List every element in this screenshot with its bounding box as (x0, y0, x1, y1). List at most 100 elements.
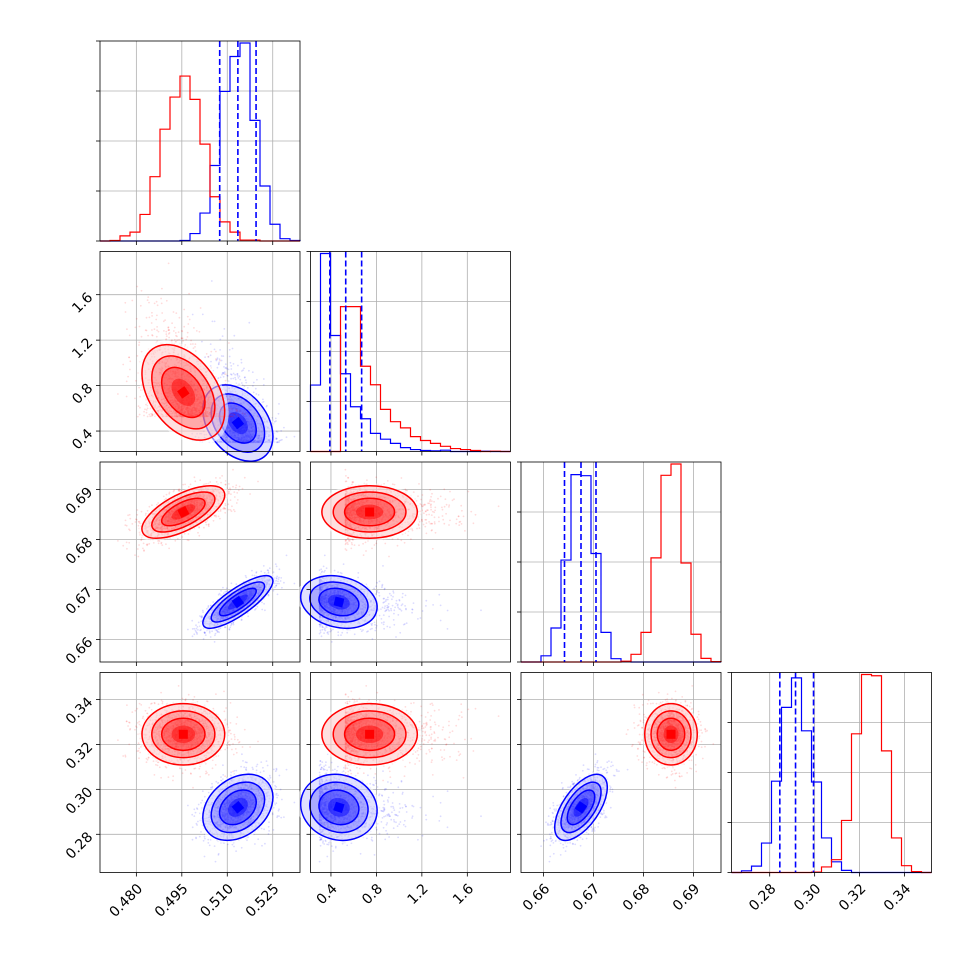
scatter-point (178, 338, 180, 341)
scatter-point (219, 338, 222, 341)
scatter-point (173, 338, 176, 341)
scatter-point (234, 408, 237, 411)
scatter-point (186, 315, 189, 318)
scatter-point (230, 412, 232, 415)
scatter-point (172, 311, 175, 313)
scatter-point (255, 607, 257, 610)
scatter-point (172, 330, 175, 332)
scatter-point (224, 363, 227, 366)
scatter-point (274, 563, 277, 565)
scatter-point (262, 400, 265, 403)
scatter-point (283, 581, 285, 584)
scatter-point (176, 339, 179, 341)
scatter-point (252, 381, 255, 384)
scatter-point (240, 358, 243, 361)
scatter-point (245, 576, 248, 579)
scatter-point (192, 343, 194, 345)
scatter-point (249, 415, 252, 418)
scatter-point (274, 417, 277, 420)
scatter-point (263, 602, 265, 605)
scatter-point (177, 331, 180, 333)
scatter-point (226, 375, 229, 377)
scatter-point (278, 403, 280, 405)
scatter-point (185, 338, 188, 341)
scatter-point (274, 586, 276, 588)
scatter-point (136, 355, 139, 357)
scatter-point (272, 589, 275, 592)
scatter-point (228, 342, 230, 344)
scatter-point (165, 230, 167, 232)
scatter-point (267, 571, 270, 574)
scatter-point (218, 631, 221, 634)
scatter-point (224, 383, 227, 385)
scatter-point (138, 341, 141, 344)
scatter-point (150, 322, 153, 324)
scatter-point (199, 307, 202, 309)
scatter-point (189, 343, 192, 345)
scatter-point (232, 372, 235, 375)
scatter-point (277, 441, 279, 443)
scatter-point (278, 576, 280, 579)
scatter-point (228, 628, 231, 630)
scatter-point (242, 369, 245, 371)
scatter-point (165, 333, 168, 335)
scatter-point (224, 626, 227, 629)
scatter-point (175, 312, 178, 314)
scatter-point (219, 376, 222, 379)
scatter-point (125, 395, 128, 398)
scatter-point (275, 420, 277, 422)
scatter-point (204, 356, 207, 359)
scatter-point (278, 441, 280, 444)
scatter-point (261, 601, 263, 604)
scatter-point (195, 330, 198, 332)
scatter-point (224, 373, 227, 376)
scatter-point (153, 328, 156, 331)
scatter-point (174, 332, 177, 334)
scatter-point (276, 575, 278, 578)
scatter-point (280, 430, 283, 432)
scatter-point (202, 611, 205, 613)
scatter-point (272, 571, 275, 574)
scatter-point (220, 594, 222, 596)
scatter-point (191, 313, 194, 316)
scatter-point (167, 262, 170, 265)
scatter-point (145, 403, 147, 406)
scatter-point (182, 340, 185, 342)
scatter-point (243, 367, 245, 370)
scatter-point (252, 385, 254, 387)
scatter-point (278, 439, 281, 442)
scatter-point (186, 331, 189, 334)
scatter-point (125, 380, 128, 383)
scatter-point (126, 328, 128, 331)
scatter-point (220, 359, 223, 362)
scatter-point (165, 330, 168, 333)
scatter-point (192, 347, 195, 350)
scatter-point (213, 348, 216, 351)
scatter-point (210, 360, 212, 363)
scatter-point (195, 624, 197, 627)
scatter-point (161, 287, 163, 290)
scatter-point (139, 406, 141, 409)
scatter-point (238, 410, 241, 412)
scatter-point (221, 373, 223, 376)
scatter-point (124, 311, 127, 313)
scatter-point (218, 361, 221, 364)
scatter-point (196, 626, 199, 628)
scatter-point (138, 344, 140, 346)
scatter-point (117, 393, 119, 395)
scatter-point (283, 426, 285, 429)
scatter-point (243, 413, 246, 415)
scatter-point (248, 321, 251, 324)
scatter-point (122, 363, 125, 366)
scatter-point (234, 373, 237, 376)
scatter-point (150, 415, 153, 417)
scatter-point (255, 572, 258, 574)
scatter-point (151, 334, 154, 337)
scatter-point (276, 441, 278, 444)
scatter-point (219, 359, 221, 362)
scatter-point (293, 582, 296, 585)
scatter-point (229, 361, 232, 364)
scatter-point (199, 615, 201, 617)
scatter-point (136, 285, 139, 288)
scatter-point (194, 343, 197, 345)
